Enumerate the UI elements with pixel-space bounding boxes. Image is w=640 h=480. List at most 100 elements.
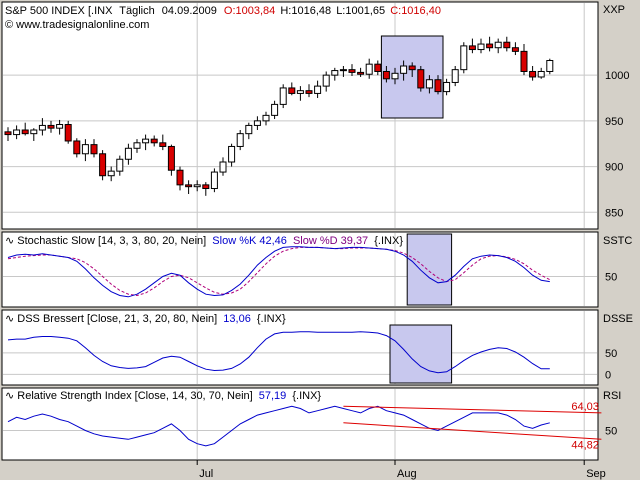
stochastic-symbol-label: SSTC xyxy=(603,235,632,247)
rsi-panel-frame xyxy=(1,387,599,461)
stochastic-panel: 50 SSTC ∿ Stochastic Slow [14, 3, 3, 80,… xyxy=(1,231,632,308)
instrument-name: S&P 500 INDEX [.INX xyxy=(5,5,113,17)
candle-body-37 xyxy=(322,74,330,87)
candle-body-25 xyxy=(219,161,227,173)
candle-body-54 xyxy=(468,45,476,51)
candle-body-40 xyxy=(348,69,356,73)
x-tick-label-2: Sep xyxy=(586,468,606,480)
candle-body-55 xyxy=(477,43,485,51)
candle-body-61 xyxy=(529,70,537,78)
candle-body-12 xyxy=(107,170,115,177)
interval: Täglich xyxy=(119,5,154,17)
candle-body-58 xyxy=(503,41,511,49)
rsi-ytick-label-0: 50 xyxy=(605,426,617,438)
candle-body-59 xyxy=(511,47,519,52)
candle-body-46 xyxy=(400,65,408,74)
candle-body-15 xyxy=(133,142,141,149)
candle-body-2 xyxy=(21,129,29,135)
rsi-suffix: {.INX} xyxy=(292,390,321,402)
candle-body-7 xyxy=(64,124,72,142)
candle-body-38 xyxy=(331,70,339,76)
price-ytick-label-1: 900 xyxy=(605,162,623,174)
candle-body-62 xyxy=(537,70,545,78)
candle-body-3 xyxy=(30,129,38,135)
price-ytick-label-0: 850 xyxy=(605,207,623,219)
candle-body-19 xyxy=(167,145,175,171)
candle-body-63 xyxy=(546,60,554,72)
x-axis: Jul Aug Sep xyxy=(196,460,606,480)
candle-body-30 xyxy=(262,114,270,122)
open-value: O:1003,84 xyxy=(224,5,275,17)
candle-body-36 xyxy=(314,85,322,94)
stochastic-suffix: {.INX} xyxy=(374,235,403,247)
dss-panel: 0 50 DSSE ∿ DSS Bressert [Close, 21, 3, 2… xyxy=(1,309,633,386)
rsi-reading: 57,19 xyxy=(259,390,287,402)
candle-body-6 xyxy=(56,124,64,129)
high-value: H:1016,48 xyxy=(280,5,331,17)
rsi-trendline-label-0: 64,03 xyxy=(571,401,599,413)
indicator-glyph: ∿ xyxy=(5,313,14,325)
rsi-line xyxy=(7,405,550,447)
stochastic-d-reading: Slow %D 39,37 xyxy=(293,235,368,247)
candle-body-9 xyxy=(81,144,89,155)
candle-body-53 xyxy=(460,45,468,71)
stochastic-panel-frame xyxy=(1,231,599,308)
rsi-panel: 64,03 44,82 50 RSI ∿ Relative Strength In… xyxy=(1,387,621,461)
stochastic-d-line xyxy=(7,246,551,297)
rsi-trendline-0 xyxy=(343,405,602,414)
price-panel: 850 900 950 1000 XXP S&P 500 INDEX [.INX Tä… xyxy=(1,1,629,230)
candle-body-27 xyxy=(236,133,244,147)
candle-body-35 xyxy=(305,90,313,94)
price-symbol-label: XXP xyxy=(603,4,625,16)
low-value: L:1001,65 xyxy=(336,5,385,17)
candle-body-13 xyxy=(116,158,124,172)
stochastic-k-line xyxy=(7,246,550,298)
stochastic-highlight-box xyxy=(406,233,453,306)
close-value: C:1016,40 xyxy=(390,5,441,17)
candle-body-47 xyxy=(408,65,416,71)
candle-body-28 xyxy=(245,124,253,135)
candle-body-52 xyxy=(451,69,459,83)
stochastic-title: Stochastic Slow [14, 3, 3, 80, 20, Nein] xyxy=(17,235,206,247)
indicator-glyph: ∿ xyxy=(5,235,14,247)
candle-body-56 xyxy=(486,43,494,49)
candle-body-33 xyxy=(288,87,296,94)
candle-body-4 xyxy=(38,124,46,131)
dss-symbol-label: DSSE xyxy=(603,313,633,325)
candle-body-23 xyxy=(202,184,210,190)
candle-body-43 xyxy=(374,63,382,72)
candle-body-0 xyxy=(4,131,12,136)
candle-body-41 xyxy=(357,71,365,75)
candle-body-5 xyxy=(47,124,55,129)
rsi-trendline-1 xyxy=(343,422,602,440)
candle-body-34 xyxy=(296,90,304,94)
dss-line xyxy=(7,331,550,374)
dss-highlight-box xyxy=(389,324,453,384)
candle-body-14 xyxy=(124,147,132,160)
dss-reading: 13,06 xyxy=(223,313,251,325)
candle-body-18 xyxy=(159,142,167,147)
x-tick-label-1: Aug xyxy=(397,468,417,480)
stochastic-ytick-label-0: 50 xyxy=(605,272,617,284)
rsi-symbol-label: RSI xyxy=(603,390,621,402)
x-tick-label-0: Jul xyxy=(199,468,213,480)
candle-body-50 xyxy=(434,79,442,93)
dss-ytick-label-1: 50 xyxy=(605,348,617,360)
candle-body-48 xyxy=(417,69,425,89)
candle-body-17 xyxy=(150,138,158,144)
price-ytick-label-3: 1000 xyxy=(605,70,629,82)
candle-body-26 xyxy=(228,145,236,163)
candle-body-11 xyxy=(99,153,107,177)
candle-body-60 xyxy=(520,50,528,72)
dss-title: DSS Bressert [Close, 21, 3, 20, 80, Nein… xyxy=(17,313,217,325)
candle-body-45 xyxy=(391,72,399,80)
indicator-glyph: ∿ xyxy=(5,390,14,402)
candle-body-8 xyxy=(73,140,81,155)
candle-body-20 xyxy=(176,169,184,186)
candle-body-51 xyxy=(443,81,451,93)
dss-ytick-label-0: 0 xyxy=(605,369,611,381)
rsi-header: ∿ Relative Strength Index [Close, 14, 30… xyxy=(5,390,321,402)
date: 04.09.2009 xyxy=(162,5,217,17)
candle-body-10 xyxy=(90,144,98,155)
